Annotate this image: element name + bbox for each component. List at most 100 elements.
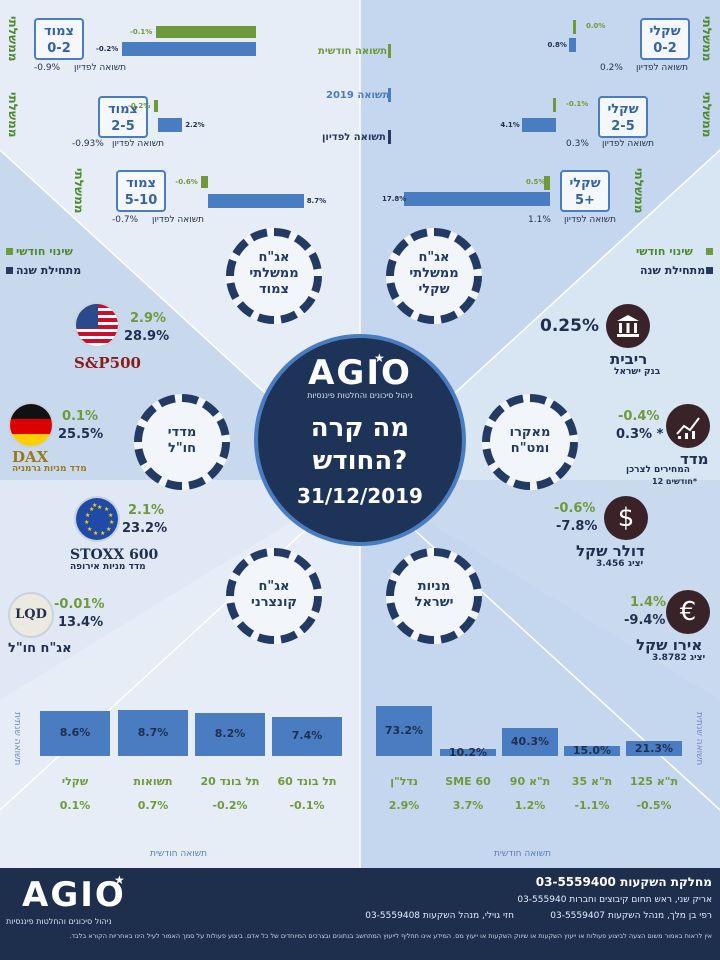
left-legend-monthly-marker [6, 248, 13, 255]
germany-flag-icon [8, 402, 54, 448]
israel-bar [440, 749, 496, 756]
circle-gov-cpi[interactable] [226, 228, 322, 324]
lqd-name: אג"ח חו"ל [8, 641, 72, 656]
circle-foreign-label: מדדי חו"ל [134, 425, 230, 457]
usd-ytd: -7.8% [556, 519, 598, 534]
stoxx-name: STOXX 600 [70, 547, 159, 563]
footer-disclaimer: אין לראות באמור משום הצעה לביצוע פעולות … [69, 932, 712, 940]
corporate-bar-label: 8.7% [137, 726, 169, 739]
footer-logo-star-icon: ★ [114, 873, 125, 887]
cpi-vertical-label-1: ממשלתי [6, 16, 20, 62]
cpi-sub: המחירים לצרכן [626, 465, 690, 475]
chart-icon [666, 404, 710, 448]
svg-text:★: ★ [92, 502, 97, 509]
circle-text-line: אג"ח [258, 579, 290, 594]
right-legend-monthly: שינוי חודשי [636, 245, 693, 258]
center-logo-sub: ניהול סיכונים והחלטות פיננסיות [307, 391, 413, 400]
bond-box-line: צמוד [126, 176, 156, 191]
dax-monthly: 0.1% [62, 409, 99, 424]
shekel-ytd-value: 17.8% [382, 195, 407, 203]
usa-flag-icon [74, 302, 120, 348]
legend-ytd-marker [388, 88, 391, 102]
shekel-ytd-value: 4.1% [500, 121, 520, 129]
bond-box-line: 0-2 [653, 41, 677, 56]
cpi-redemption-value: -0.9% [34, 63, 61, 73]
legend-monthly-marker [388, 44, 391, 58]
circle-macro[interactable] [482, 394, 578, 490]
corporate-monthly: 0.7% [137, 799, 169, 812]
footer-logo: AGIO [22, 875, 126, 915]
israel-bar [626, 741, 682, 756]
bond-box-line: 0-2 [47, 41, 71, 56]
cpi-ytd-value: 8.7% [306, 197, 327, 205]
legend-redemption: תשואה לפדיון [322, 132, 386, 143]
circle-gov-shekel[interactable] [386, 228, 482, 324]
bond-box-line: 2-5 [111, 119, 135, 134]
dollar-icon: $ [604, 496, 648, 540]
cpi-monthly-bar [154, 100, 158, 112]
israel-category: נדל"ן [390, 775, 418, 788]
center-circle [254, 334, 466, 546]
bond-box-line: 2-5 [611, 119, 635, 134]
circle-text-line: חו"ל [167, 441, 197, 456]
cpi-monthly-value: -0.6% [175, 178, 198, 186]
circle-text-line: צמוד [259, 282, 289, 297]
eur-label: אירו שקל [636, 636, 703, 654]
cpi-vertical-label-2: ממשלתי [6, 92, 20, 138]
cpi-bond-box: צמוד 5-10 [116, 170, 166, 212]
center-title-2: החודש? [312, 446, 408, 476]
shekel-monthly-bar [553, 98, 556, 112]
legend-monthly: תשואה חודשית [318, 46, 388, 57]
usd-rate: 3.456 [596, 559, 625, 569]
israel-bar-label: 21.3% [634, 741, 674, 755]
corporate-bar-label: 8.6% [59, 726, 91, 740]
bond-box-line: שקלי [569, 176, 601, 191]
cpi-ytd-value: -0.2% [96, 45, 119, 53]
usd-sub: יציג [628, 559, 644, 569]
shekel-bond-box: שקלי 2-5 [598, 96, 648, 138]
cpi-bond-box: צמוד 0-2 [34, 18, 84, 60]
circle-text-line: קונצרני [251, 595, 297, 610]
israel-bar [376, 706, 432, 756]
svg-text:★: ★ [97, 504, 102, 511]
eu-flag-icon: ★ ★ ★ ★ ★ ★ ★ ★ ★ ★ ★ ★ [74, 496, 120, 542]
shekel-vertical-label-2: ממשלתי [700, 92, 714, 138]
svg-text:★: ★ [89, 506, 94, 513]
lqd-monthly: -0.01% [54, 597, 105, 612]
left-legend-ytd-marker [6, 267, 13, 274]
center-logo-star-icon: ★ [374, 351, 385, 365]
usd-label: דולר שקל [576, 542, 645, 560]
cpi-monthly-bar [201, 176, 208, 188]
circle-macro-label: מאקרו ומט"ח [482, 425, 578, 457]
shekel-bond-box: שקלי 5+ [560, 170, 610, 212]
circle-text-line: שקלי [418, 282, 450, 297]
svg-text:★: ★ [84, 519, 89, 526]
right-legend-ytd-marker [706, 267, 713, 274]
dax-sub: מדד מניות גרמניה [12, 464, 87, 474]
israel-category: SME 60 [445, 775, 491, 788]
cpi-ytd-value: 2.2% [185, 121, 205, 129]
shekel-ytd-bar [569, 38, 576, 52]
israel-monthly: -1.1% [574, 799, 610, 812]
circle-israel-label: מניות ישראל [386, 579, 482, 611]
circle-israel[interactable] [386, 548, 482, 644]
israel-bar-label: 40.3% [510, 735, 550, 749]
shekel-ytd-value: 0.8% [547, 41, 567, 49]
svg-text:★: ★ [100, 530, 105, 537]
stoxx-monthly: 2.1% [128, 503, 165, 518]
legend-redemption-marker [388, 130, 391, 144]
circle-foreign[interactable] [134, 394, 230, 490]
corporate-bar-label: 7.4% [291, 729, 323, 743]
cpi-ytd-bar [208, 194, 304, 208]
cpi-bond-box: צמוד 2-5 [98, 96, 148, 138]
svg-text:★: ★ [85, 512, 90, 519]
circle-text-line: מדדי [167, 425, 197, 440]
bond-box-line: 5+ [575, 193, 595, 208]
lqd-logo-icon: LQD [8, 592, 54, 638]
circle-corporate-label: אג"ח קונצרני [226, 579, 322, 611]
cpi-vertical-label-3: ממשלתי [72, 168, 86, 214]
shekel-redemption-value: 1.1% [528, 215, 551, 225]
bond-box-line: שקלי [607, 102, 639, 117]
circle-corporate[interactable] [226, 548, 322, 644]
dax-ytd: 25.5% [58, 427, 104, 442]
